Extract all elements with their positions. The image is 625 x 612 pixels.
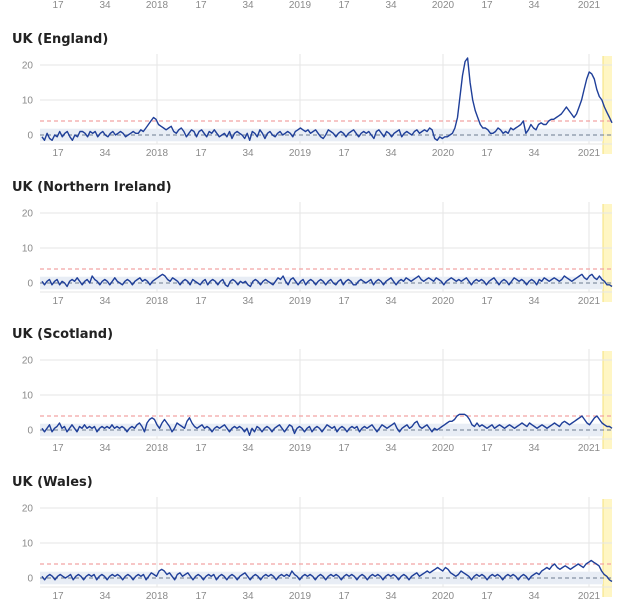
x-tick-label: 2020 xyxy=(432,591,455,602)
x-tick-label: 2020 xyxy=(432,148,455,159)
top-x-tick-label: 17 xyxy=(338,0,350,11)
top-x-tick-label: 34 xyxy=(385,0,397,11)
x-tick-label: 17 xyxy=(481,443,493,454)
x-tick-label: 17 xyxy=(481,591,493,602)
x-tick-label: 34 xyxy=(385,296,397,307)
x-tick-label: 17 xyxy=(52,443,64,454)
x-tick-label: 17 xyxy=(52,591,64,602)
x-tick-label: 34 xyxy=(528,296,540,307)
x-tick-label: 34 xyxy=(99,148,111,159)
x-tick-label: 34 xyxy=(385,591,397,602)
y-tick-label: 0 xyxy=(27,279,33,290)
top-axis-cropped: 17 34 2018 17 34 2019 17 34 2020 17 34 2021 xyxy=(52,0,600,11)
x-tick-label: 2020 xyxy=(432,296,455,307)
y-tick-label: 0 xyxy=(27,426,33,437)
panel-title: UK (Northern Ireland) xyxy=(12,180,172,195)
chart-panel: UK (Northern Ireland) 0 10 20 17 34 2018 17 34 20… xyxy=(12,180,613,307)
x-tick-label: 2019 xyxy=(289,443,312,454)
y-tick-label: 20 xyxy=(22,61,34,72)
x-tick-label: 2019 xyxy=(289,591,312,602)
top-x-tick-label: 2018 xyxy=(146,0,169,11)
top-x-tick-label: 34 xyxy=(99,0,111,11)
top-x-tick-label: 17 xyxy=(52,0,64,11)
y-tick-label: 10 xyxy=(22,391,34,402)
x-tick-label: 17 xyxy=(338,296,350,307)
x-tick-label: 17 xyxy=(481,148,493,159)
x-tick-label: 17 xyxy=(195,591,207,602)
z-score-series-line xyxy=(41,273,613,288)
chart-panel: UK (England) 0 10 20 17 34 2018 17 34 2019 17 34 202… xyxy=(12,32,613,159)
y-tick-label: 20 xyxy=(22,209,34,220)
panel-title: UK (England) xyxy=(12,32,108,47)
x-tick-label: 34 xyxy=(99,443,111,454)
panel-title: UK (Wales) xyxy=(12,475,93,490)
x-tick-label: 17 xyxy=(338,591,350,602)
x-tick-label: 2021 xyxy=(578,591,601,602)
x-tick-label: 17 xyxy=(338,443,350,454)
top-x-tick-label: 2021 xyxy=(578,0,601,11)
x-tick-label: 17 xyxy=(195,443,207,454)
y-tick-label: 0 xyxy=(27,131,33,142)
x-tick-label: 2021 xyxy=(578,443,601,454)
y-tick-label: 10 xyxy=(22,539,34,550)
x-tick-label: 2018 xyxy=(146,296,169,307)
y-tick-label: 20 xyxy=(22,504,34,515)
top-x-tick-label: 34 xyxy=(242,0,254,11)
x-tick-label: 34 xyxy=(528,443,540,454)
latest-weeks-highlight xyxy=(603,204,612,302)
x-tick-label: 2021 xyxy=(578,296,601,307)
x-tick-label: 2021 xyxy=(578,148,601,159)
z-score-series-line xyxy=(41,57,613,142)
x-tick-label: 2018 xyxy=(146,591,169,602)
latest-weeks-highlight xyxy=(603,499,612,597)
x-tick-label: 17 xyxy=(52,296,64,307)
x-tick-label: 34 xyxy=(528,591,540,602)
panel-title: UK (Scotland) xyxy=(12,327,113,342)
x-tick-label: 17 xyxy=(338,148,350,159)
x-tick-label: 2019 xyxy=(289,296,312,307)
x-tick-label: 34 xyxy=(528,148,540,159)
x-tick-label: 2018 xyxy=(146,148,169,159)
x-tick-label: 34 xyxy=(99,591,111,602)
z-score-series-line xyxy=(41,559,613,583)
z-score-series-line xyxy=(41,413,613,436)
top-x-tick-label: 34 xyxy=(528,0,540,11)
x-tick-label: 17 xyxy=(195,148,207,159)
x-tick-label: 2019 xyxy=(289,148,312,159)
y-tick-label: 0 xyxy=(27,574,33,585)
top-x-tick-label: 17 xyxy=(195,0,207,11)
top-x-tick-label: 2020 xyxy=(432,0,455,11)
top-x-tick-label: 2019 xyxy=(289,0,312,11)
x-tick-label: 34 xyxy=(99,296,111,307)
chart-panel: UK (Wales) 0 10 20 17 34 2018 17 34 2019 17 34 2020 1… xyxy=(12,475,613,602)
y-tick-label: 10 xyxy=(22,244,34,255)
x-tick-label: 2018 xyxy=(146,443,169,454)
y-tick-label: 20 xyxy=(22,356,34,367)
x-tick-label: 34 xyxy=(385,443,397,454)
x-tick-label: 34 xyxy=(242,296,254,307)
latest-weeks-highlight xyxy=(603,56,612,154)
y-tick-label: 10 xyxy=(22,96,34,107)
top-x-tick-label: 17 xyxy=(481,0,493,11)
x-tick-label: 17 xyxy=(481,296,493,307)
x-tick-label: 34 xyxy=(242,148,254,159)
x-tick-label: 17 xyxy=(52,148,64,159)
x-tick-label: 34 xyxy=(242,591,254,602)
x-tick-label: 2020 xyxy=(432,443,455,454)
x-tick-label: 34 xyxy=(242,443,254,454)
latest-weeks-highlight xyxy=(603,351,612,449)
chart-panel: UK (Scotland) 0 10 20 17 34 2018 17 34 2019 17 34 20… xyxy=(12,327,613,454)
x-tick-label: 17 xyxy=(195,296,207,307)
x-tick-label: 34 xyxy=(385,148,397,159)
